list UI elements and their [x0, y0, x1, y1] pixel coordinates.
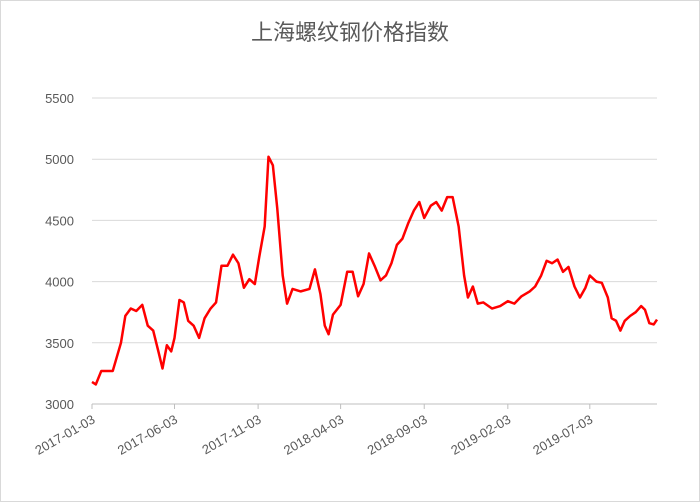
y-tick-label: 4000: [45, 275, 74, 290]
y-tick-label: 4500: [45, 213, 74, 228]
y-tick-label: 3500: [45, 336, 74, 351]
chart-title: 上海螺纹钢价格指数: [251, 20, 449, 45]
y-tick-label: 5000: [45, 152, 74, 167]
y-tick-label: 5500: [45, 91, 74, 106]
y-tick-label: 3000: [45, 397, 74, 412]
line-series: [91, 155, 659, 386]
